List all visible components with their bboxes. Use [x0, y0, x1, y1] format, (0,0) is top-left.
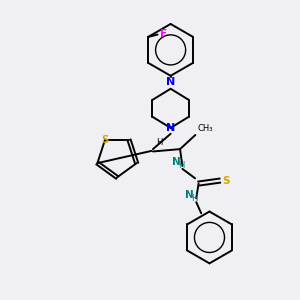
Text: N: N [166, 77, 175, 87]
Text: F: F [160, 29, 167, 39]
Text: H: H [156, 137, 162, 146]
Text: N: N [166, 123, 175, 133]
Text: CH₃: CH₃ [198, 124, 213, 133]
Text: H: H [178, 161, 184, 170]
Text: S: S [101, 135, 109, 145]
Text: N: N [172, 157, 180, 167]
Text: S: S [223, 176, 230, 186]
Text: N: N [185, 190, 194, 200]
Text: H: H [192, 194, 198, 203]
